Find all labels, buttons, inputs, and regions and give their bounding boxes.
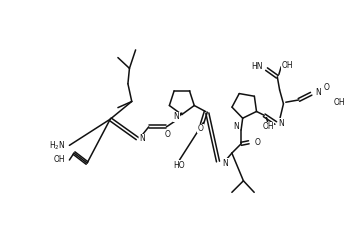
Text: N: N bbox=[139, 134, 145, 143]
Text: O: O bbox=[255, 138, 261, 147]
Text: OH: OH bbox=[333, 98, 345, 107]
Text: O: O bbox=[164, 130, 170, 139]
Text: N: N bbox=[223, 159, 229, 168]
Text: OH: OH bbox=[54, 156, 66, 164]
Text: HO: HO bbox=[174, 161, 185, 170]
Text: H$_2$N: H$_2$N bbox=[49, 139, 66, 152]
Text: N: N bbox=[233, 122, 239, 131]
Text: N: N bbox=[315, 88, 321, 97]
Text: HN: HN bbox=[251, 62, 263, 71]
Text: OH: OH bbox=[281, 61, 293, 70]
Text: N: N bbox=[278, 118, 284, 127]
Text: OH: OH bbox=[262, 122, 274, 131]
Text: O: O bbox=[198, 124, 203, 133]
Text: N: N bbox=[173, 112, 179, 121]
Text: O: O bbox=[324, 83, 329, 92]
